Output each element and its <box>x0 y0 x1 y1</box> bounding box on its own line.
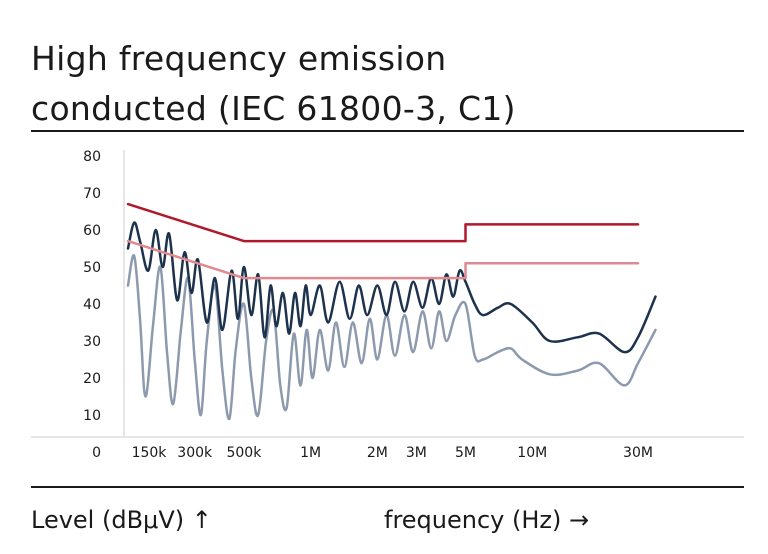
y-tick-label: 40 <box>83 297 101 313</box>
y-tick-label: 80 <box>83 149 101 165</box>
series-line-1 <box>126 202 640 243</box>
y-tick-label: 30 <box>83 334 101 350</box>
x-tick-labels: 150k 300k 500k 1M 2M 3M 5M 10M 30M <box>132 445 653 461</box>
x-tick-label: 2M <box>367 445 388 461</box>
x-axis-label: frequency (Hz) → <box>384 506 590 534</box>
chart-title: High frequency emission conducted (IEC 6… <box>31 34 731 134</box>
y-tick-label: 70 <box>83 186 101 202</box>
x-tick-label: 30M <box>623 445 653 461</box>
x-tick-label: 3M <box>406 445 427 461</box>
y-tick-labels: 0 10 20 30 40 50 60 70 80 <box>83 149 101 461</box>
y-tick-label: 60 <box>83 223 101 239</box>
x-tick-label: 10M <box>517 445 547 461</box>
series-line-2 <box>126 239 640 280</box>
x-tick-label: 150k <box>132 445 168 461</box>
series-line-3 <box>126 221 657 354</box>
y-tick-label: 0 <box>92 445 101 461</box>
x-tick-label: 300k <box>177 445 213 461</box>
x-tick-label: 1M <box>300 445 321 461</box>
series-lines <box>126 202 657 420</box>
chart-title-line-1: High frequency emission <box>31 39 447 78</box>
y-tick-label: 10 <box>83 408 101 424</box>
y-axis-label: Level (dBμV) ↑ <box>31 506 212 534</box>
footer-divider <box>31 486 744 488</box>
chart-plot: 0 10 20 30 40 50 60 70 80 150k 300k 500k 1M 2M 3M 5M 10… <box>31 149 744 461</box>
y-tick-label: 50 <box>83 260 101 276</box>
chart-title-line-2: conducted (IEC 61800-3, C1) <box>31 89 516 128</box>
title-divider <box>31 130 744 132</box>
y-tick-label: 20 <box>83 371 101 387</box>
x-tick-label: 5M <box>455 445 476 461</box>
x-tick-label: 500k <box>226 445 262 461</box>
